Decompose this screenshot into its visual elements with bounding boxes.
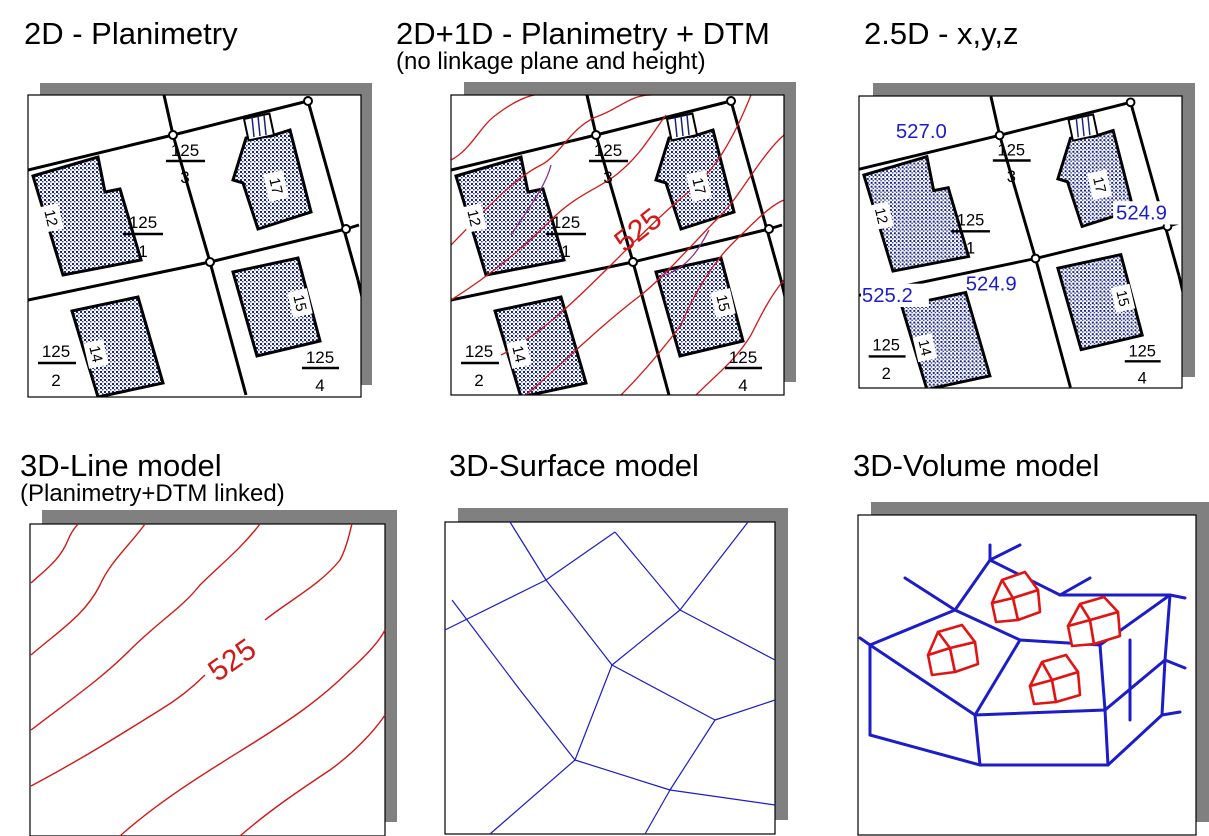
title-3d-volume-model: 3D-Volume model [853, 448, 1100, 483]
contour-lines [30, 523, 386, 836]
parcel-label-125-2: 125 2 [868, 337, 906, 383]
house-label-12: 12 [871, 206, 890, 225]
house-label-17: 17 [265, 176, 285, 196]
svg-text:4: 4 [315, 376, 324, 395]
svg-text:125: 125 [594, 141, 622, 160]
parcel-label-125-1: 125 1 [546, 213, 586, 261]
buildings-3d [926, 570, 1122, 706]
svg-text:1: 1 [138, 242, 147, 261]
parcel-label-125-3: 125 3 [589, 141, 628, 187]
subtitle-no-linkage: (no linkage plane and height) [396, 48, 706, 75]
parcel-label-125-3: 125 3 [992, 142, 1031, 186]
svg-text:125: 125 [171, 141, 199, 160]
svg-text:3: 3 [603, 168, 612, 187]
svg-text:1: 1 [966, 240, 975, 258]
svg-text:4: 4 [738, 376, 747, 395]
parcel-label-125-3: 125 3 [166, 141, 205, 187]
svg-text:125: 125 [306, 348, 334, 367]
house-label-17: 17 [688, 176, 708, 196]
svg-text:3: 3 [180, 168, 189, 187]
house-label-14: 14 [915, 338, 934, 357]
svg-text:4: 4 [1138, 370, 1147, 388]
svg-text:125: 125 [129, 213, 157, 232]
title-3d-surface-model: 3D-Surface model [449, 448, 699, 483]
house-3d [926, 623, 980, 677]
house-label-17: 17 [1089, 175, 1108, 194]
house-3d [1028, 653, 1082, 706]
svg-text:125: 125 [1128, 342, 1155, 360]
svg-text:125: 125 [872, 337, 899, 355]
house-label-15: 15 [289, 293, 309, 313]
height-label-524-9-center: 524.9 [966, 273, 1017, 295]
title-3d-line-model: 3D-Line model [20, 448, 222, 483]
svg-text:2: 2 [51, 371, 60, 390]
parcel-label-125-2: 125 2 [461, 342, 499, 390]
svg-text:125: 125 [42, 342, 70, 361]
title-2d1d-planimetry-dtm: 2D+1D - Planimetry + DTM [396, 16, 770, 51]
house-label-12: 12 [40, 208, 60, 228]
house-label-15: 15 [712, 293, 732, 313]
svg-text:2: 2 [882, 365, 891, 383]
parcel-label-125-4: 125 4 [725, 348, 762, 395]
height-label-524-9-east: 524.9 [1116, 203, 1167, 225]
height-label-525-2: 525.2 [862, 285, 913, 307]
parcel-label-125-2: 125 2 [38, 342, 76, 390]
svg-text:2: 2 [474, 371, 483, 390]
house-label-14: 14 [508, 344, 528, 364]
height-label-527-0: 527.0 [896, 121, 947, 143]
subtitle-planimetry-dtm-linked: (Planimetry+DTM linked) [20, 480, 285, 507]
house-label-15: 15 [1112, 289, 1131, 308]
title-25d-xyz: 2.5D - x,y,z [864, 16, 1019, 51]
house-label-12: 12 [463, 208, 483, 228]
parcel-label-125-1: 125 1 [123, 213, 163, 261]
parcel-label-125-1: 125 1 [951, 212, 990, 258]
parcel-label-125-4: 125 4 [1124, 342, 1161, 388]
title-2d-planimetry: 2D - Planimetry [24, 16, 238, 51]
svg-text:125: 125 [957, 212, 984, 230]
svg-text:125: 125 [552, 213, 580, 232]
svg-text:125: 125 [729, 348, 757, 367]
parcel-label-125-4: 125 4 [302, 348, 339, 395]
house-3d [1066, 595, 1122, 648]
svg-text:1: 1 [561, 242, 570, 261]
svg-text:3: 3 [1007, 168, 1016, 186]
svg-text:125: 125 [998, 142, 1025, 160]
svg-text:125: 125 [465, 342, 493, 361]
contour-lines [451, 95, 784, 395]
house-label-14: 14 [85, 344, 105, 364]
surface-mesh [444, 521, 776, 835]
house-3d [990, 570, 1042, 624]
